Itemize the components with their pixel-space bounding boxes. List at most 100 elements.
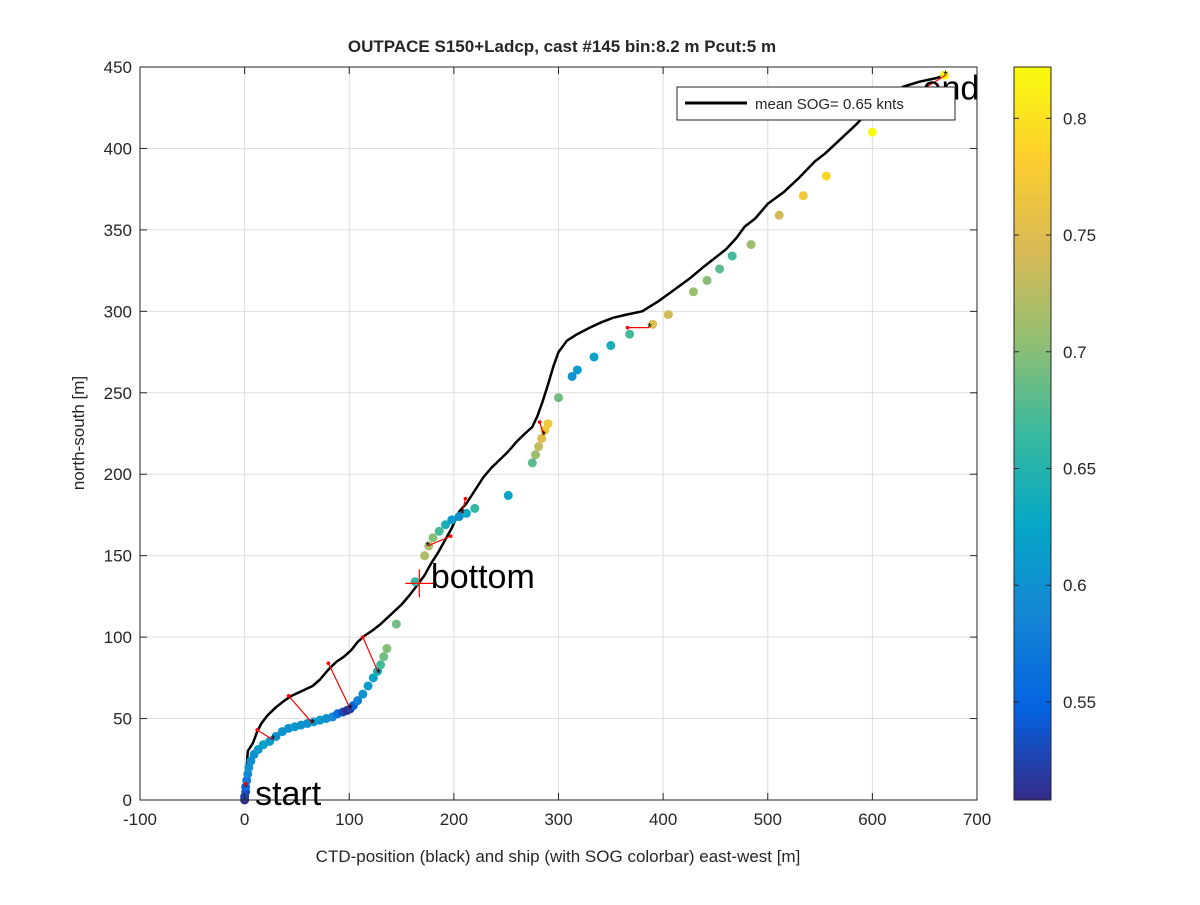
ship-point	[715, 264, 725, 274]
legend-label: mean SOG= 0.65 knts	[755, 96, 904, 113]
x-tick-label: 0	[240, 810, 249, 829]
y-tick-label: 400	[104, 139, 132, 158]
y-tick-label: 0	[123, 791, 132, 810]
ship-point	[363, 681, 373, 691]
y-tick-label: 450	[104, 58, 132, 77]
chart-title: OUTPACE S150+Ladcp, cast #145 bin:8.2 m …	[348, 37, 776, 56]
ship-point	[543, 419, 553, 429]
ship-point	[420, 551, 430, 561]
ship-point	[606, 341, 616, 351]
colorbar-tick-label: 0.55	[1063, 693, 1096, 712]
ship-star-marker: *	[310, 716, 315, 730]
ship-point	[774, 210, 784, 220]
ctd-track-layer	[243, 73, 946, 801]
colorbar-tick-label: 0.7	[1063, 343, 1087, 362]
ship-point	[382, 644, 392, 654]
colorbar-tick-label: 0.75	[1063, 226, 1096, 245]
x-tick-label: 700	[963, 810, 991, 829]
ship-point	[625, 329, 635, 339]
ctd-dot-marker	[625, 325, 630, 330]
y-tick-label: 350	[104, 221, 132, 240]
colorbar-axis: 0.55 0.6 0.65 0.7 0.75 0.8	[1014, 109, 1096, 712]
ship-point	[572, 365, 582, 375]
ship-point	[702, 275, 712, 285]
x-axis: -100 0 100 200 300 400 500 600 700	[123, 67, 991, 829]
y-tick-label: 250	[104, 384, 132, 403]
ctd-track-line	[243, 73, 946, 801]
ship-point	[441, 520, 451, 530]
ship-point	[746, 240, 756, 250]
ship-point	[368, 673, 378, 683]
ship-point	[379, 652, 389, 662]
x-axis-label: CTD-position (black) and ship (with SOG …	[316, 847, 801, 866]
offset-link	[256, 729, 274, 741]
ship-point	[554, 393, 563, 403]
ship-point	[537, 433, 547, 443]
ship-point	[428, 533, 438, 543]
offset-link	[327, 662, 351, 710]
colorbar-tick-label: 0.65	[1063, 460, 1096, 479]
ctd-dot-marker	[243, 781, 248, 786]
ship-point	[589, 352, 599, 362]
ship-point	[648, 319, 658, 329]
ctd-dot-marker	[255, 728, 259, 732]
ship-point	[470, 503, 480, 513]
y-axis-label: north-south [m]	[69, 376, 88, 490]
ship-point	[454, 512, 464, 522]
ship-point	[376, 660, 386, 670]
y-tick-label: 150	[104, 547, 132, 566]
offset-link	[288, 695, 314, 724]
ship-point	[527, 458, 537, 468]
ship-point	[461, 508, 471, 518]
ship-point	[567, 371, 577, 381]
ctd-dot-marker	[448, 534, 453, 538]
ship-point	[271, 731, 281, 741]
ship-star-marker: *	[376, 666, 381, 680]
ctd-dot-marker	[326, 661, 331, 665]
ship-point	[821, 171, 831, 181]
y-tick-label: 100	[104, 628, 132, 647]
ship-star-marker: *	[943, 68, 948, 82]
annotation-bottom: bottom	[431, 558, 535, 596]
ship-star-marker: *	[425, 539, 430, 553]
colorbar-tick-label: 0.6	[1063, 576, 1087, 595]
x-tick-label: 300	[544, 810, 572, 829]
x-tick-label: 500	[754, 810, 782, 829]
ship-point	[434, 526, 444, 536]
ctd-dot-marker	[463, 496, 468, 501]
y-tick-label: 300	[104, 302, 132, 321]
x-tick-label: 600	[858, 810, 886, 829]
ship-point	[798, 191, 808, 201]
y-axis: 0 50 100 150 200 250 300 350 400 450	[104, 58, 977, 810]
y-tick-label: 50	[113, 710, 132, 729]
ship-point	[447, 515, 457, 525]
ship-point	[358, 689, 368, 699]
ship-point	[530, 450, 540, 460]
ship-star-marker: *	[243, 780, 248, 794]
legend: mean SOG= 0.65 knts	[676, 86, 956, 121]
ship-point	[353, 696, 363, 706]
ship-point	[391, 619, 401, 629]
ship-star-marker: *	[271, 733, 276, 747]
ship-point	[410, 577, 420, 587]
ship-star-marker: *	[647, 321, 652, 335]
offset-link	[461, 498, 466, 514]
ship-star-marker: *	[348, 702, 353, 716]
ctd-dot-marker	[537, 420, 542, 424]
x-tick-label: 400	[649, 810, 677, 829]
x-tick-label: -100	[123, 810, 157, 829]
ship-star-marker: *	[460, 506, 465, 520]
annotation-start: start	[255, 775, 322, 813]
ship-point	[688, 287, 698, 297]
ship-point	[503, 490, 513, 500]
ship-point	[663, 310, 673, 320]
ship-star-marker: *	[542, 428, 547, 442]
ctd-dot-marker	[286, 693, 291, 698]
ship-point	[534, 442, 544, 452]
colorbar	[1013, 66, 1052, 801]
offset-link	[362, 636, 380, 674]
y-tick-label: 200	[104, 465, 132, 484]
colorbar-tick-label: 0.8	[1063, 109, 1087, 128]
